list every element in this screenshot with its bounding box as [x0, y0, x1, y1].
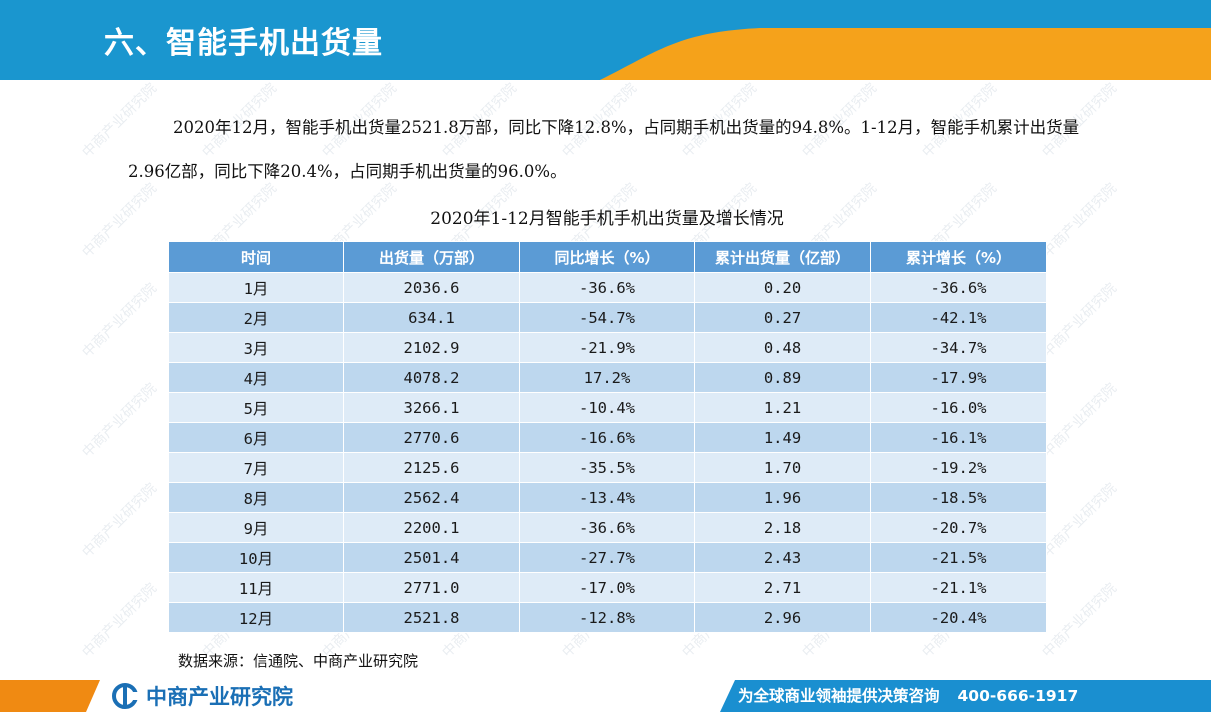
table-row: 12月 2521.8 -12.8% 2.96 -20.4% — [168, 602, 1047, 633]
table-cell: -36.6% — [519, 272, 695, 303]
table-cell: -16.6% — [519, 422, 695, 453]
watermark-text: 中商产业研究院 — [1039, 280, 1121, 362]
table-cell: -20.7% — [870, 512, 1047, 543]
table-cell: 2501.4 — [343, 542, 520, 573]
table-cell: -34.7% — [870, 332, 1047, 363]
table-cell: -36.6% — [519, 512, 695, 543]
table-cell: -21.5% — [870, 542, 1047, 573]
table-cell: 8月 — [168, 482, 344, 513]
table-row: 5月 3266.1 -10.4% 1.21 -16.0% — [168, 392, 1047, 423]
table-row: 8月 2562.4 -13.4% 1.96 -18.5% — [168, 482, 1047, 513]
page-title: 六、智能手机出货量 — [104, 26, 383, 61]
table-cell: -54.7% — [519, 302, 695, 333]
data-source: 数据来源：信通院、中商产业研究院 — [178, 652, 419, 670]
table-cell: 4月 — [168, 362, 344, 393]
table-cell: -27.7% — [519, 542, 695, 573]
table-cell: 5月 — [168, 392, 344, 423]
table-row: 2月 634.1 -54.7% 0.27 -42.1% — [168, 302, 1047, 333]
watermark-text: 中商产业研究院 — [1039, 480, 1121, 562]
table-cell: 2771.0 — [343, 572, 520, 603]
table-cell: 3月 — [168, 332, 344, 363]
table-cell: -35.5% — [519, 452, 695, 483]
watermark-text: 中商产业研究院 — [79, 380, 161, 462]
table-caption: 2020年1-12月智能手机手机出货量及增长情况 — [430, 209, 784, 229]
table-row: 3月 2102.9 -21.9% 0.48 -34.7% — [168, 332, 1047, 363]
table-cell: 1.49 — [694, 422, 871, 453]
table-cell: -42.1% — [870, 302, 1047, 333]
table-cell: -19.2% — [870, 452, 1047, 483]
table-cell: 2.71 — [694, 572, 871, 603]
table-cell: 2200.1 — [343, 512, 520, 543]
table-cell: -20.4% — [870, 602, 1047, 633]
footer-slogan: 为全球商业领袖提供决策咨询 — [738, 687, 940, 705]
footer-phone: 400-666-1917 — [957, 687, 1079, 705]
table-cell: -17.9% — [870, 362, 1047, 393]
header-orange-swoosh — [600, 28, 1211, 80]
table-header-row: 时间 出货量（万部） 同比增长（%） 累计出货量（亿部） 累计增长（%） — [168, 241, 1047, 273]
table-cell: 0.48 — [694, 332, 871, 363]
column-header: 时间 — [168, 241, 344, 273]
table-cell: 2521.8 — [343, 602, 520, 633]
table-cell: 2102.9 — [343, 332, 520, 363]
intro-paragraph: 2020年12月，智能手机出货量2521.8万部，同比下降12.8%，占同期手机… — [128, 118, 1080, 181]
table-cell: 1.96 — [694, 482, 871, 513]
table-cell: 7月 — [168, 452, 344, 483]
table-cell: -12.8% — [519, 602, 695, 633]
table-cell: -16.1% — [870, 422, 1047, 453]
table-cell: 0.89 — [694, 362, 871, 393]
watermark-text: 中商产业研究院 — [79, 280, 161, 362]
table-row: 11月 2771.0 -17.0% 2.71 -21.1% — [168, 572, 1047, 603]
table-row: 6月 2770.6 -16.6% 1.49 -16.1% — [168, 422, 1047, 453]
table-cell: -13.4% — [519, 482, 695, 513]
column-header: 累计出货量（亿部） — [694, 241, 871, 273]
table-cell: 2562.4 — [343, 482, 520, 513]
table-cell: -18.5% — [870, 482, 1047, 513]
column-header: 出货量（万部） — [343, 241, 520, 273]
watermark-text: 中商产业研究院 — [1039, 380, 1121, 462]
table-cell: 2036.6 — [343, 272, 520, 303]
shipment-table: 时间 出货量（万部） 同比增长（%） 累计出货量（亿部） 累计增长（%） 1月 2036.… — [168, 241, 1047, 633]
table-cell: 2770.6 — [343, 422, 520, 453]
table-row: 1月 2036.6 -36.6% 0.20 -36.6% — [168, 272, 1047, 303]
table-cell: 4078.2 — [343, 362, 520, 393]
table-cell: 1.21 — [694, 392, 871, 423]
table-row: 10月 2501.4 -27.7% 2.43 -21.5% — [168, 542, 1047, 573]
table-cell: 3266.1 — [343, 392, 520, 423]
table-cell: 634.1 — [343, 302, 520, 333]
watermark-text: 中商产业研究院 — [79, 480, 161, 562]
table-cell: 6月 — [168, 422, 344, 453]
table-cell: -17.0% — [519, 572, 695, 603]
table-cell: 2125.6 — [343, 452, 520, 483]
footer-contact: 为全球商业领袖提供决策咨询 400-666-1917 — [738, 684, 1078, 706]
table-cell: 0.20 — [694, 272, 871, 303]
column-header: 同比增长（%） — [519, 241, 695, 273]
table-cell: -36.6% — [870, 272, 1047, 303]
table-row: 4月 4078.2 17.2% 0.89 -17.9% — [168, 362, 1047, 393]
table-cell: 1月 — [168, 272, 344, 303]
table-cell: 0.27 — [694, 302, 871, 333]
table-cell: 2.96 — [694, 602, 871, 633]
table-cell: 12月 — [168, 602, 344, 633]
table-cell: -21.9% — [519, 332, 695, 363]
table-cell: 2.18 — [694, 512, 871, 543]
table-cell: 9月 — [168, 512, 344, 543]
table-cell: 10月 — [168, 542, 344, 573]
table-row: 7月 2125.6 -35.5% 1.70 -19.2% — [168, 452, 1047, 483]
table-cell: -16.0% — [870, 392, 1047, 423]
table-cell: 11月 — [168, 572, 344, 603]
table-cell: 2月 — [168, 302, 344, 333]
table-cell: 1.70 — [694, 452, 871, 483]
table-row: 9月 2200.1 -36.6% 2.18 -20.7% — [168, 512, 1047, 543]
table-cell: -21.1% — [870, 572, 1047, 603]
cn-logo-icon — [112, 683, 141, 709]
table-cell: 17.2% — [519, 362, 695, 393]
watermark-text: 中商产业研究院 — [79, 580, 161, 662]
footer-logo-text: 中商产业研究院 — [146, 685, 293, 709]
column-header: 累计增长（%） — [870, 241, 1047, 273]
watermark-text: 中商产业研究院 — [1039, 580, 1121, 662]
table-cell: -10.4% — [519, 392, 695, 423]
footer-band — [0, 680, 1211, 712]
table-cell: 2.43 — [694, 542, 871, 573]
